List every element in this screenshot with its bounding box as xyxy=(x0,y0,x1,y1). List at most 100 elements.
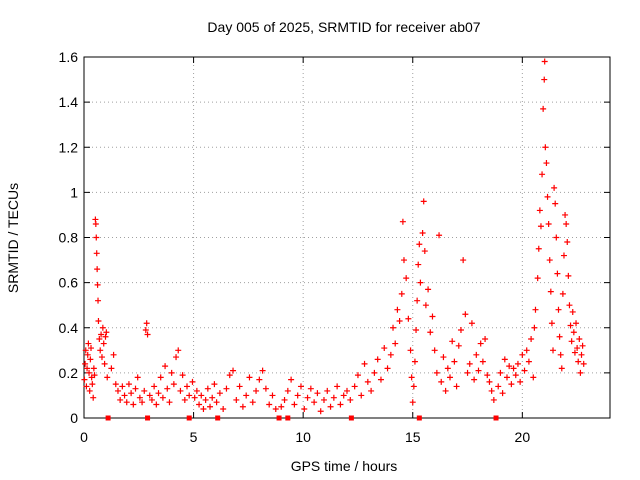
data-point xyxy=(460,257,467,264)
data-point xyxy=(410,383,417,390)
data-point xyxy=(539,171,546,178)
data-point xyxy=(420,198,427,205)
data-point xyxy=(562,211,569,218)
data-point xyxy=(381,345,388,352)
data-point xyxy=(125,381,132,388)
y-tick-label: 1.4 xyxy=(59,94,79,110)
data-point xyxy=(327,403,334,410)
data-point xyxy=(368,387,375,394)
data-point xyxy=(377,376,384,383)
data-point xyxy=(243,392,250,399)
data-point xyxy=(556,333,563,340)
data-point xyxy=(563,220,570,227)
data-point xyxy=(236,383,243,390)
data-point xyxy=(209,394,216,401)
data-point xyxy=(193,387,200,394)
data-point xyxy=(528,336,535,343)
data-point xyxy=(330,394,337,401)
data-point xyxy=(269,392,276,399)
baseline-marker xyxy=(285,415,291,421)
baseline-marker xyxy=(348,415,354,421)
data-point xyxy=(425,286,432,293)
data-point xyxy=(204,385,211,392)
data-point xyxy=(175,347,182,354)
data-point xyxy=(579,342,586,349)
data-point xyxy=(93,250,100,257)
baseline-marker xyxy=(493,415,499,421)
data-point xyxy=(200,405,207,412)
data-point xyxy=(392,340,399,347)
data-point xyxy=(541,58,548,65)
x-tick-label: 15 xyxy=(405,429,421,445)
data-point xyxy=(546,257,553,264)
data-point xyxy=(117,396,124,403)
data-point xyxy=(146,392,153,399)
data-point xyxy=(136,394,143,401)
data-point xyxy=(559,290,566,297)
data-point xyxy=(99,324,106,331)
data-point xyxy=(566,302,573,309)
data-point xyxy=(557,351,564,358)
data-point xyxy=(253,387,260,394)
data-point xyxy=(519,351,526,358)
data-point xyxy=(256,376,263,383)
y-tick-label: 1 xyxy=(70,184,78,200)
data-point xyxy=(334,383,341,390)
data-point xyxy=(535,245,542,252)
data-point xyxy=(351,383,358,390)
data-point xyxy=(488,387,495,394)
data-point xyxy=(358,392,365,399)
data-point xyxy=(440,354,447,361)
data-point xyxy=(91,372,98,379)
baseline-markers xyxy=(105,415,499,421)
data-point xyxy=(384,365,391,372)
data-point xyxy=(416,241,423,248)
data-point xyxy=(94,281,101,288)
data-point xyxy=(87,356,94,363)
y-tick-label: 0.8 xyxy=(59,230,79,246)
data-point xyxy=(517,378,524,385)
data-point xyxy=(514,360,521,367)
data-point xyxy=(569,308,576,315)
data-point xyxy=(102,333,109,340)
data-point xyxy=(90,394,97,401)
data-point xyxy=(545,220,552,227)
data-point xyxy=(139,399,146,406)
data-point xyxy=(202,396,209,403)
y-tick-label: 0 xyxy=(70,410,78,426)
data-point xyxy=(536,207,543,214)
data-point xyxy=(123,399,130,406)
data-point xyxy=(354,372,361,379)
data-point xyxy=(266,401,273,408)
data-point xyxy=(534,275,541,282)
data-point xyxy=(471,376,478,383)
plot-frame xyxy=(83,56,611,419)
data-point xyxy=(532,306,539,313)
data-point xyxy=(576,336,583,343)
data-point xyxy=(281,396,288,403)
x-tick-label: 10 xyxy=(295,429,311,445)
data-point xyxy=(451,358,458,365)
data-point xyxy=(198,392,205,399)
data-point xyxy=(537,223,544,230)
data-point xyxy=(130,401,137,408)
data-point xyxy=(344,387,350,394)
data-point xyxy=(512,372,519,379)
data-point xyxy=(179,372,186,379)
data-point xyxy=(223,385,230,392)
data-point xyxy=(400,257,407,264)
x-tick-label: 5 xyxy=(190,429,198,445)
data-point xyxy=(447,374,454,381)
data-point xyxy=(249,399,256,406)
data-point xyxy=(387,351,394,358)
data-point xyxy=(166,399,173,406)
data-point xyxy=(168,369,175,376)
data-point xyxy=(390,324,397,331)
data-point xyxy=(148,396,155,403)
data-point xyxy=(571,349,578,356)
data-point xyxy=(490,396,497,403)
data-point xyxy=(246,374,253,381)
data-point xyxy=(484,372,491,379)
data-point xyxy=(499,390,506,397)
data-point xyxy=(573,320,580,327)
